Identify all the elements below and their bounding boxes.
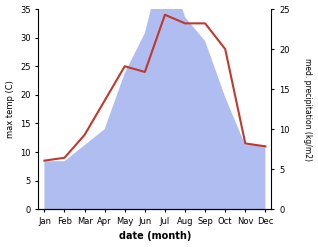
Y-axis label: max temp (C): max temp (C) xyxy=(5,80,15,138)
Y-axis label: med. precipitation (kg/m2): med. precipitation (kg/m2) xyxy=(303,58,313,161)
X-axis label: date (month): date (month) xyxy=(119,231,191,242)
